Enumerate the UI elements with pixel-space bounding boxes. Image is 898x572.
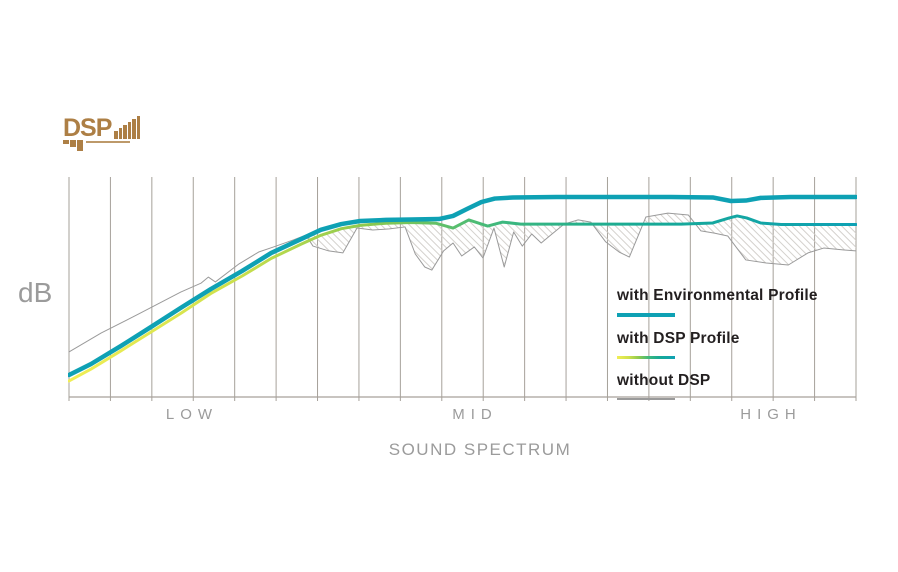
without_dsp-line [68, 212, 857, 353]
dsp-logo-text: DSP [63, 114, 112, 142]
dsp-logo-tagline [86, 141, 130, 143]
dsp-logo: DSP [63, 114, 141, 151]
x-axis-label-low: LOW [165, 406, 219, 423]
sound-spectrum-chart [68, 177, 857, 401]
x-axis-label-high: HIGH [740, 406, 802, 423]
legend-item: without DSP [617, 372, 818, 400]
legend-item: with DSP Profile [617, 330, 818, 359]
series-lines [68, 194, 857, 383]
legend-swatch-dsp-profile [617, 356, 675, 359]
x-axis-title: SOUND SPECTRUM [388, 440, 572, 459]
y-axis-label: dB [18, 277, 53, 308]
legend-item-label: without DSP [617, 372, 711, 389]
hatch-fill [305, 213, 857, 271]
chart-legend: with Environmental Profile with DSP Prof… [617, 287, 818, 413]
gridlines [68, 177, 857, 401]
legend-item-label: with Environmental Profile [617, 287, 818, 304]
legend-item: with Environmental Profile [617, 287, 818, 317]
legend-swatch-without-dsp [617, 398, 675, 400]
dsp_profile-line [68, 214, 857, 383]
env_profile-line [68, 194, 857, 378]
x-axis-label-mid: MID [452, 406, 498, 423]
legend-item-label: with DSP Profile [617, 330, 740, 347]
dsp-logo-bars-icon [114, 116, 141, 139]
dsp-logo-steps-icon [63, 140, 83, 151]
legend-swatch-env-profile [617, 313, 675, 317]
hatch-region [305, 213, 857, 271]
